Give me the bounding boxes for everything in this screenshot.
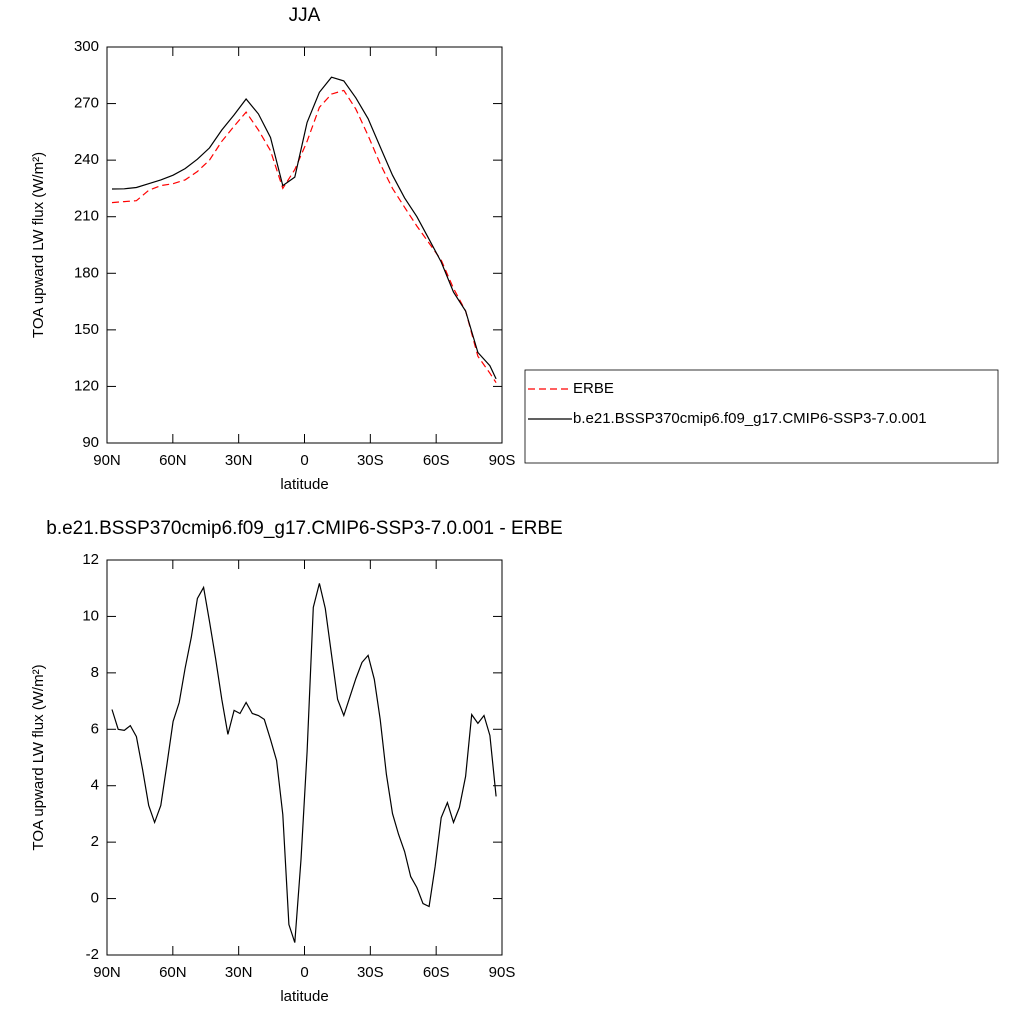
x-tick-label: 30N <box>225 964 253 981</box>
y-tick-label: 90 <box>82 434 99 451</box>
x-tick-label: 90N <box>93 964 121 981</box>
y-tick-label: 180 <box>74 264 99 281</box>
y-axis-label: TOA upward LW flux (W/m²) <box>30 664 47 850</box>
y-tick-label: 120 <box>74 377 99 394</box>
x-axis-label: latitude <box>280 988 328 1005</box>
y-tick-label: 4 <box>91 777 99 794</box>
x-axis-label: latitude <box>280 476 328 493</box>
y-tick-label: 12 <box>82 551 99 568</box>
y-tick-label: 240 <box>74 151 99 168</box>
y-tick-label: 150 <box>74 321 99 338</box>
x-tick-label: 60N <box>159 964 187 981</box>
chart-title: b.e21.BSSP370cmip6.f09_g17.CMIP6-SSP3-7.… <box>46 518 562 539</box>
y-tick-label: 10 <box>82 607 99 624</box>
y-tick-label: 8 <box>91 664 99 681</box>
x-tick-label: 60N <box>159 452 187 469</box>
y-tick-label: 210 <box>74 208 99 225</box>
y-tick-label: -2 <box>86 946 99 963</box>
x-tick-label: 60S <box>423 964 450 981</box>
x-tick-label: 0 <box>300 964 308 981</box>
plot-frame <box>106 559 503 956</box>
legend-box <box>524 369 999 464</box>
x-tick-label: 0 <box>300 452 308 469</box>
y-tick-label: 270 <box>74 95 99 112</box>
data-line <box>111 583 497 943</box>
y-tick-label: 2 <box>91 833 99 850</box>
x-tick-label: 90S <box>489 964 516 981</box>
chart-title: JJA <box>289 5 321 26</box>
legend-label: ERBE <box>573 380 614 397</box>
x-tick-label: 30S <box>357 964 384 981</box>
plot-frame <box>106 46 503 444</box>
x-tick-label: 90N <box>93 452 121 469</box>
x-tick-label: 30S <box>357 452 384 469</box>
y-tick-label: 6 <box>91 720 99 737</box>
x-tick-label: 90S <box>489 452 516 469</box>
y-tick-label: 300 <box>74 38 99 55</box>
legend-label: b.e21.BSSP370cmip6.f09_g17.CMIP6-SSP3-7.… <box>573 410 927 427</box>
y-axis-label: TOA upward LW flux (W/m²) <box>30 152 47 338</box>
y-tick-label: 0 <box>91 890 99 907</box>
x-tick-label: 60S <box>423 452 450 469</box>
data-line <box>111 76 497 380</box>
x-tick-label: 30N <box>225 452 253 469</box>
